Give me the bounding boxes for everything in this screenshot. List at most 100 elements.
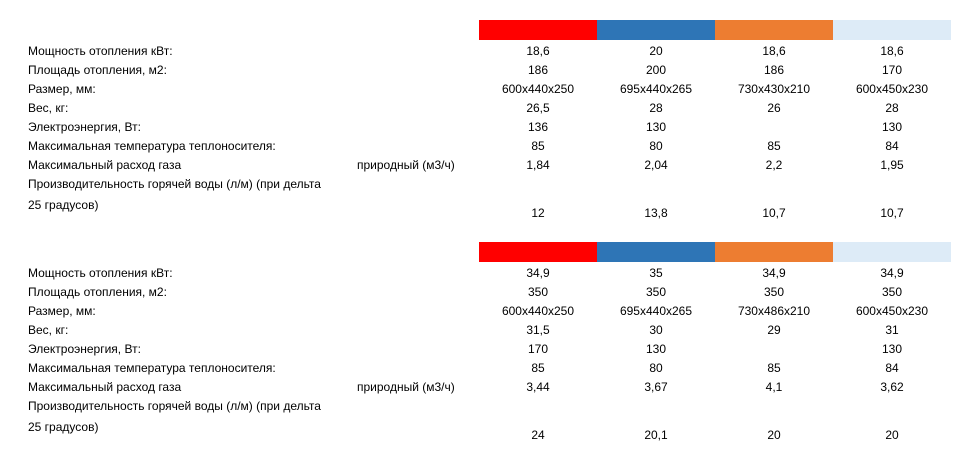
spec-value-model-3: 26: [767, 101, 781, 115]
spec-value-model-4: 600x450x230: [855, 82, 929, 96]
spec-row: Вес, кг: 26,5 28 26 28: [0, 99, 960, 118]
spec-label-hot-water: Производительность горячей воды (л/м) (п…: [28, 399, 321, 434]
spec-value-model-1: 136: [527, 120, 549, 134]
spec-row: Электроэнергия, Вт: 136 130 130: [0, 118, 960, 137]
spec-label: Максимальная температура теплоносителя:: [28, 361, 276, 375]
spec-value-model-4: 1,95: [880, 158, 904, 172]
spec-value-model-2: 130: [645, 342, 667, 356]
spec-value-model-1: 85: [531, 139, 545, 153]
spec-value-model-2: 35: [649, 266, 663, 280]
spec-value-model-4: 130: [881, 120, 903, 134]
spec-row: Максимальный расход газа природный (м3/ч)…: [0, 378, 960, 397]
spec-value-model-1: 18,6: [526, 44, 550, 58]
spec-value-model-1: 350: [527, 285, 549, 299]
spec-label: Максимальная температура теплоносителя:: [28, 139, 276, 153]
spec-value-model-3: 4,1: [765, 380, 783, 394]
model-color-swatch-3: [715, 242, 833, 262]
spec-value-model-1: 85: [531, 361, 545, 375]
model-color-swatch-4: [833, 20, 951, 40]
spec-value-model-2: 28: [649, 101, 663, 115]
model-color-swatch-4: [833, 242, 951, 262]
spec-label: Вес, кг:: [28, 101, 69, 115]
spec-value-model-2: 2,04: [644, 158, 668, 172]
spec-value-model-2: 130: [645, 120, 667, 134]
spec-value-hot-water-model-1: 24: [531, 428, 545, 442]
spec-row: Мощность отопления кВт: 18,6 20 18,6 18,6: [0, 42, 960, 61]
spec-value-model-2: 3,67: [644, 380, 668, 394]
spec-row: Размер, мм: 600x440x250 695x440x265 730x430…: [0, 80, 960, 99]
spec-value-model-3: 85: [767, 361, 781, 375]
spec-value-model-4: 170: [881, 63, 903, 77]
model-color-swatch-1: [479, 20, 597, 40]
spec-value-model-3: 186: [763, 63, 785, 77]
spec-value-model-4: 350: [881, 285, 903, 299]
spec-value-model-4: 31: [885, 323, 899, 337]
spec-value-model-1: 186: [527, 63, 549, 77]
spec-label: Размер, мм:: [28, 304, 96, 318]
spec-row: Площадь отопления, м2: 186 200 186 170: [0, 61, 960, 80]
spec-value-model-1: 26,5: [526, 101, 550, 115]
spec-row: Электроэнергия, Вт: 170 130 130: [0, 340, 960, 359]
spec-value-model-2: 20: [649, 44, 663, 58]
spec-label-hot-water: Производительность горячей воды (л/м) (п…: [28, 177, 321, 212]
spec-value-model-2: 350: [645, 285, 667, 299]
spec-row: Максимальная температура теплоносителя: 8…: [0, 137, 960, 156]
spec-row: Размер, мм: 600x440x250 695x440x265 730x486…: [0, 302, 960, 321]
spec-value-model-1: 34,9: [526, 266, 550, 280]
spec-value-model-3: 18,6: [762, 44, 786, 58]
spec-row: Вес, кг: 31,5 30 29 31: [0, 321, 960, 340]
spec-value-model-4: 84: [885, 139, 899, 153]
spec-row: Мощность отопления кВт: 34,9 35 34,9 34,9: [0, 264, 960, 283]
spec-value-model-4: 600x450x230: [855, 304, 929, 318]
spec-value-model-2: 695x440x265: [619, 82, 693, 96]
spec-value-model-4: 84: [885, 361, 899, 375]
spec-value-model-4: 28: [885, 101, 899, 115]
model-color-swatch-3: [715, 20, 833, 40]
spec-value-model-3: 85: [767, 139, 781, 153]
spec-label: Размер, мм:: [28, 82, 96, 96]
spec-label: Электроэнергия, Вт:: [28, 342, 141, 356]
spec-value-model-3: 730x486x210: [737, 304, 811, 318]
spec-value-model-1: 600x440x250: [501, 304, 575, 318]
spec-label: Максимальный расход газа: [28, 158, 182, 172]
spec-value-hot-water-model-3: 20: [767, 428, 781, 442]
spec-value-hot-water-model-2: 20,1: [644, 428, 668, 442]
spec-label: Мощность отопления кВт:: [28, 266, 173, 280]
model-color-swatch-2: [597, 242, 715, 262]
spec-value-model-3: 2,2: [765, 158, 783, 172]
spec-value-model-3: 350: [763, 285, 785, 299]
spec-value-model-1: 1,84: [526, 158, 550, 172]
spec-row: Максимальный расход газа природный (м3/ч)…: [0, 156, 960, 175]
spec-value-model-2: 30: [649, 323, 663, 337]
spec-value-model-2: 80: [649, 139, 663, 153]
spec-value-model-2: 200: [645, 63, 667, 77]
spec-value-model-2: 80: [649, 361, 663, 375]
spec-value-model-4: 34,9: [880, 266, 904, 280]
spec-label: Площадь отопления, м2:: [28, 285, 167, 299]
spec-row-hot-water: Производительность горячей воды (л/м) (п…: [0, 398, 960, 442]
spec-value-model-3: 730x430x210: [737, 82, 811, 96]
spec-label: Площадь отопления, м2:: [28, 63, 167, 77]
spec-row: Площадь отопления, м2: 350 350 350 350: [0, 283, 960, 302]
spec-row: Максимальная температура теплоносителя: 8…: [0, 359, 960, 378]
spec-value-hot-water-model-4: 20: [885, 428, 899, 442]
spec-sublabel: природный (м3/ч): [357, 158, 455, 172]
spec-label: Мощность отопления кВт:: [28, 44, 173, 58]
spec-value-model-2: 695x440x265: [619, 304, 693, 318]
spec-value-model-3: 29: [767, 323, 781, 337]
spec-value-model-4: 18,6: [880, 44, 904, 58]
spec-label: Электроэнергия, Вт:: [28, 120, 141, 134]
spec-sublabel: природный (м3/ч): [357, 380, 455, 394]
spec-row-hot-water: Производительность горячей воды (л/м) (п…: [0, 176, 960, 220]
spec-value-hot-water-model-2: 13,8: [644, 206, 668, 220]
spec-value-model-1: 170: [527, 342, 549, 356]
spec-value-model-1: 3,44: [526, 380, 550, 394]
spec-value-model-4: 130: [881, 342, 903, 356]
spec-value-hot-water-model-3: 10,7: [762, 206, 786, 220]
spec-value-model-3: 34,9: [762, 266, 786, 280]
spec-value-model-4: 3,62: [880, 380, 904, 394]
spec-value-model-1: 31,5: [526, 323, 550, 337]
model-color-swatch-2: [597, 20, 715, 40]
spec-value-hot-water-model-1: 12: [531, 206, 545, 220]
spec-label: Вес, кг:: [28, 323, 69, 337]
